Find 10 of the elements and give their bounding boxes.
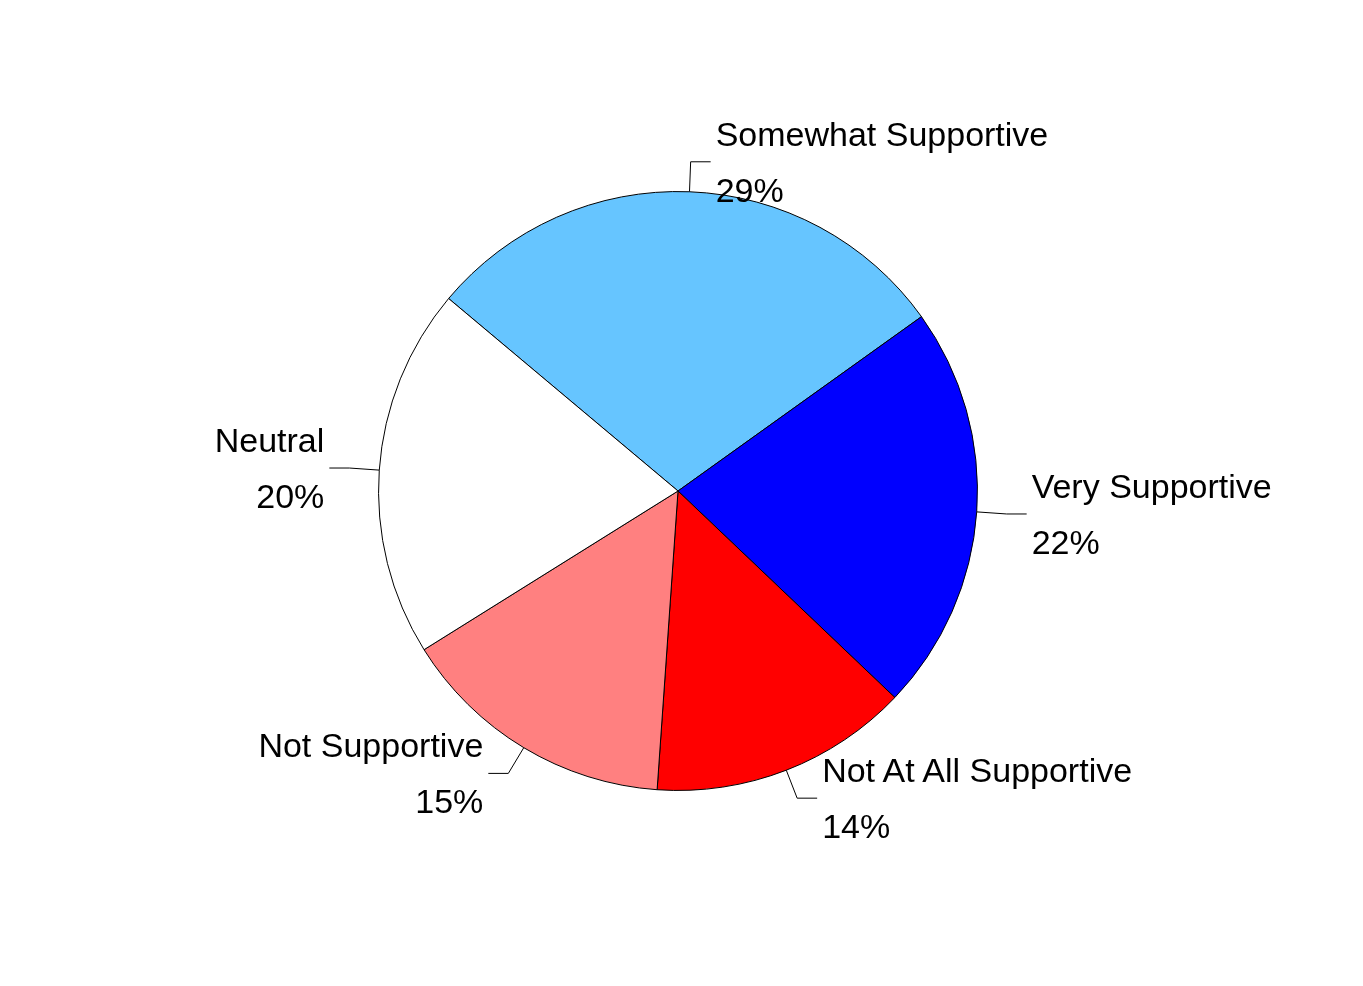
slice-label: Neutral <box>214 421 325 460</box>
data-label: 29% <box>715 170 784 209</box>
slice-label: Not Supportive <box>258 726 484 765</box>
slice-label: Very Supportive <box>1031 466 1272 505</box>
slice-label: Not At All Supportive <box>822 751 1133 790</box>
slice-label: Somewhat Supportive <box>715 114 1049 153</box>
data-label: 14% <box>822 807 891 846</box>
data-label: 22% <box>1031 522 1100 561</box>
data-label: 15% <box>415 782 484 821</box>
data-label: 20% <box>256 477 325 516</box>
